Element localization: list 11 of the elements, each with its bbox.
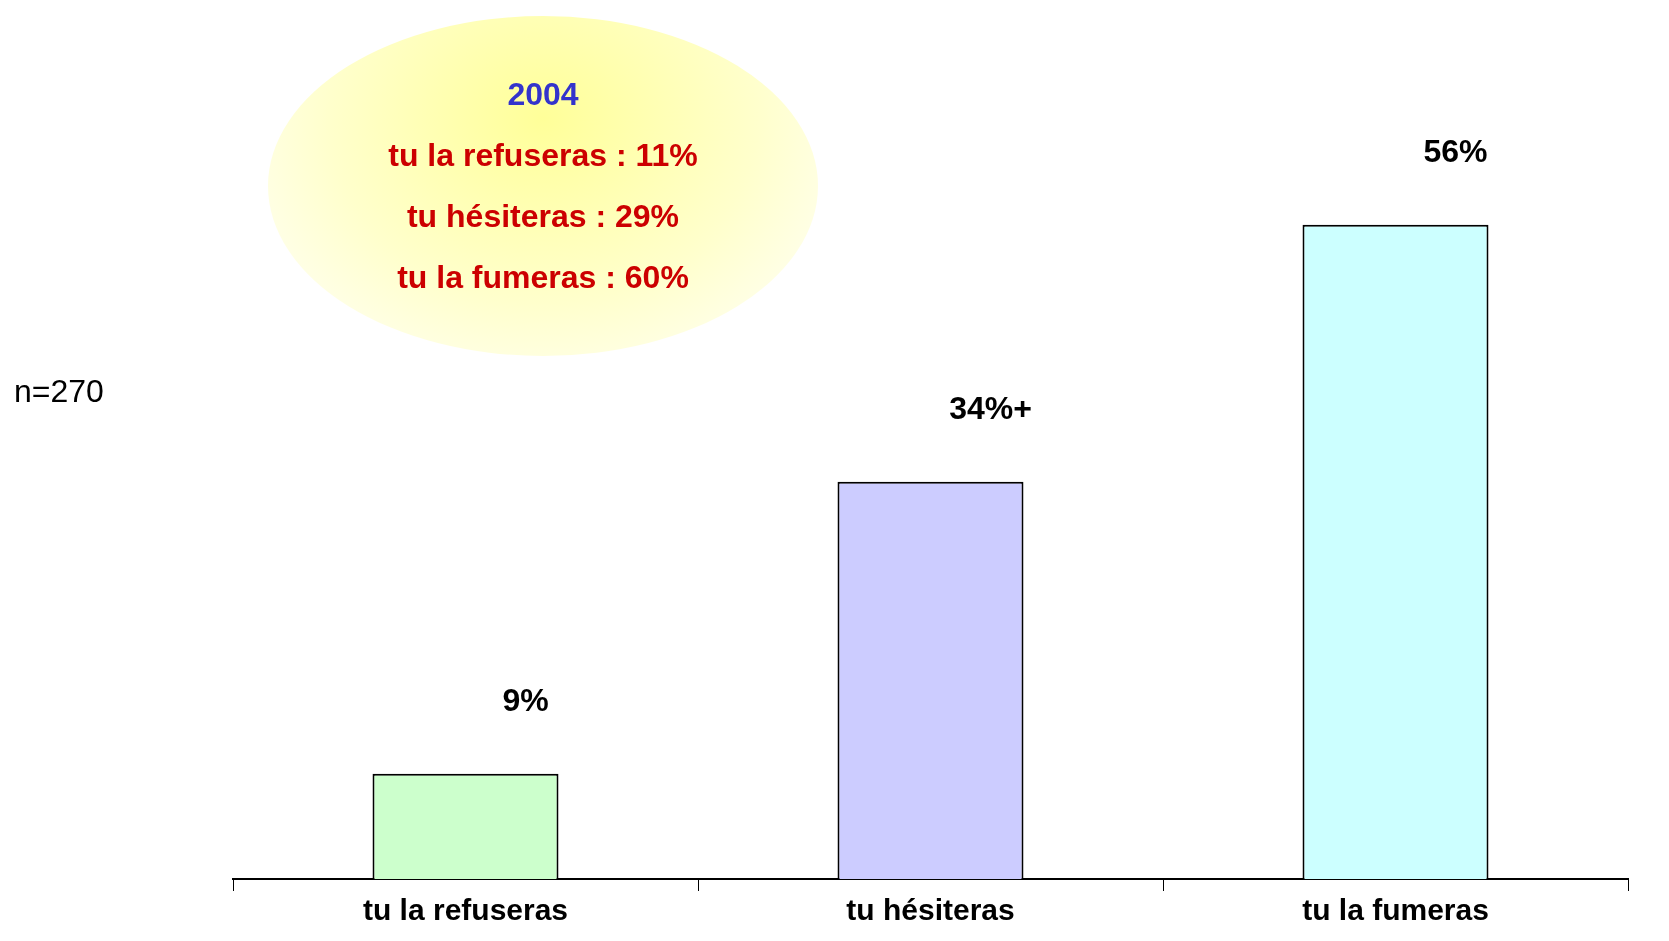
annotation: tu la fumeras : 60% <box>396 259 690 296</box>
text: tu la refuseras : 11% <box>387 137 699 174</box>
data-label: 56% <box>1423 132 1488 169</box>
text: 2004 <box>506 76 580 113</box>
text: n=270 <box>14 373 104 410</box>
data-label: 9% <box>502 681 549 718</box>
x-tick-label: tu la fumeras <box>1302 893 1489 927</box>
x-tick-label: tu hésiteras <box>846 893 1015 927</box>
annotation: tu hésiteras : 29% <box>405 198 681 235</box>
data-label: 34%+ <box>949 389 1032 426</box>
x-tick-label: tu la refuseras <box>362 893 569 927</box>
